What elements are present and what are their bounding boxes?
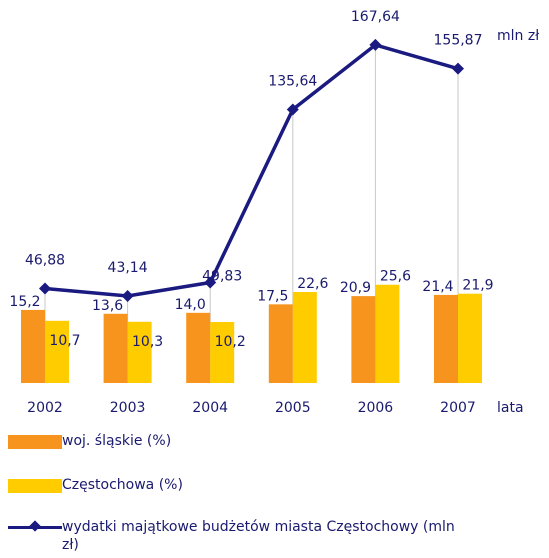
line-marker [121, 290, 134, 303]
bar [210, 322, 235, 383]
line-marker [369, 38, 382, 51]
x-tick-label: 2005 [275, 400, 311, 416]
line-marker [452, 62, 464, 75]
legend-label: woj. śląskie (%) [62, 433, 172, 449]
x-axis-label: lata [497, 400, 524, 416]
line-value-label: 167,64 [351, 9, 400, 25]
line-value-label: 46,88 [25, 252, 65, 268]
legend-swatch [8, 520, 62, 532]
bar [434, 294, 458, 383]
bar-value-label: 10,3 [132, 334, 163, 350]
bar [458, 293, 482, 383]
x-tick-label: 2003 [110, 400, 146, 416]
bar [268, 304, 293, 383]
line-value-label: 49,83 [202, 269, 242, 285]
bar-value-label: 20,9 [340, 280, 371, 296]
legend-swatch [8, 479, 62, 493]
legend-swatch [8, 435, 62, 449]
legend-item: wydatki majątkowe budżetów miasta Często… [8, 518, 462, 554]
line [44, 42, 459, 298]
x-tick-label: 2002 [27, 400, 63, 416]
bar [375, 284, 400, 383]
legend-label: Częstochowa (%) [62, 477, 183, 493]
x-tick-label: 2007 [440, 400, 476, 416]
line-marker [286, 103, 299, 116]
bar-value-label: 10,7 [49, 333, 80, 349]
bar [103, 313, 128, 383]
bar [21, 309, 45, 383]
line-value-label: 43,14 [108, 260, 148, 276]
legend-item: Częstochowa (%) [8, 476, 462, 494]
bar [127, 321, 152, 383]
bar-value-label: 25,6 [380, 269, 411, 285]
line-marker [39, 282, 51, 295]
line-marker [204, 276, 217, 289]
bar [186, 312, 211, 383]
bar [351, 296, 376, 383]
legend-label: wydatki majątkowe budżetów miasta Często… [62, 519, 455, 553]
bar-value-label: 13,6 [92, 298, 123, 314]
legend-item: woj. śląskie (%) [8, 432, 462, 450]
x-tick-label: 2006 [358, 400, 394, 416]
bar-value-label: 21,9 [462, 278, 493, 294]
unit-label: mln zł [497, 28, 539, 44]
bar [45, 320, 69, 383]
bar [292, 292, 317, 383]
bar-value-label: 21,4 [422, 279, 453, 295]
bar-value-label: 15,2 [9, 294, 40, 310]
line-value-label: 135,64 [268, 73, 317, 89]
line-value-label: 155,87 [434, 33, 483, 49]
bar-value-label: 17,5 [257, 288, 288, 304]
bar-value-label: 22,6 [297, 276, 328, 292]
x-tick-label: 2004 [192, 400, 228, 416]
legend-marker [29, 520, 41, 532]
chart: lata mln zł 2002 2003 2004 2005 2006 2007 15,2… [9, 9, 539, 416]
bar-value-label: 14,0 [175, 297, 206, 313]
bar-value-label: 10,2 [215, 334, 246, 350]
